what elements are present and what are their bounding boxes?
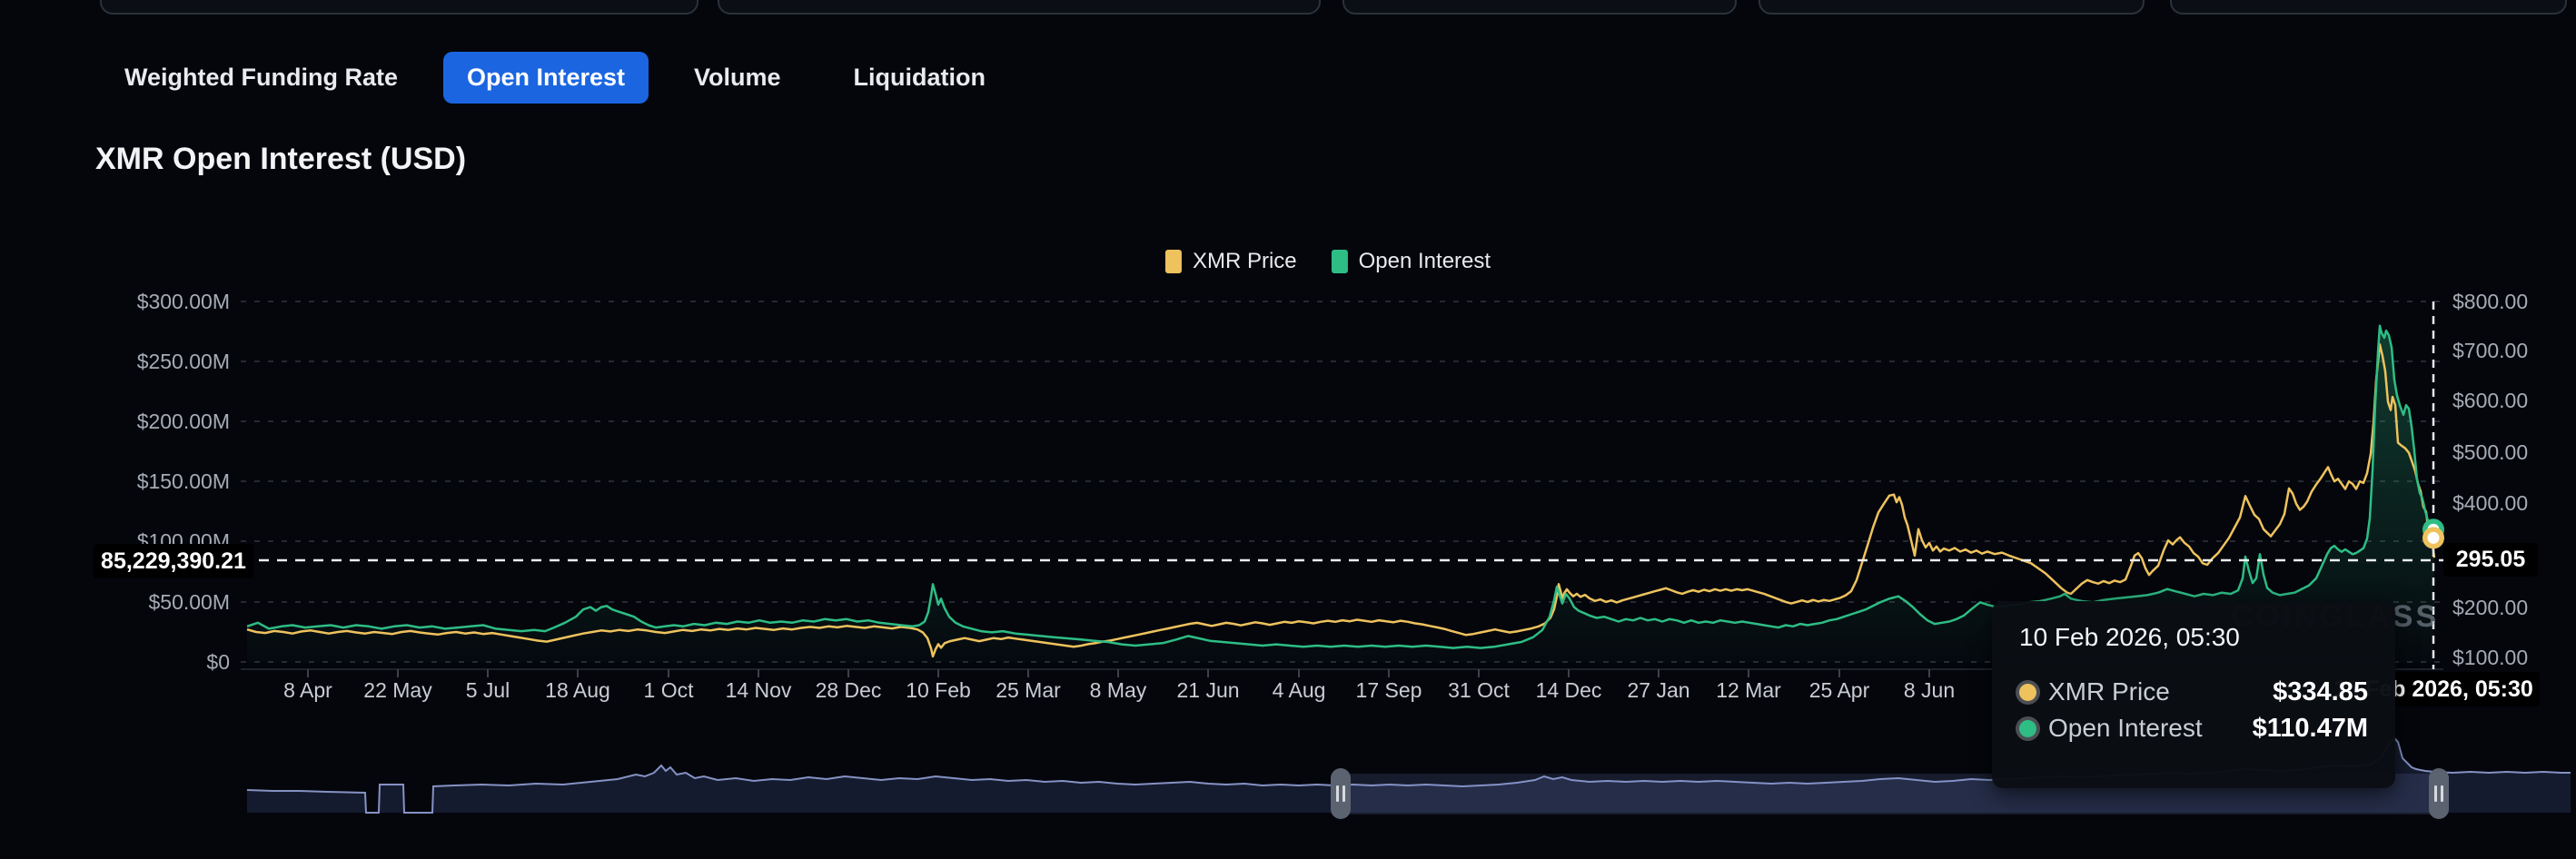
x-axis-tick-label: 25 Apr <box>1808 678 1870 702</box>
legend-label: XMR Price <box>1192 249 1297 273</box>
chart-tabs: Weighted Funding Rate Open Interest Volu… <box>124 50 986 104</box>
chart-tooltip: 10 Feb 2026, 05:30 XMR Price $334.85 Ope… <box>1992 601 2395 788</box>
x-axis-tick-label: 5 Jul <box>465 678 510 702</box>
xmr-price-dot-icon <box>2019 683 2036 701</box>
price-level-marker: 295.05 <box>2443 543 2538 577</box>
y-right-tick-label: $400.00 <box>2452 491 2529 515</box>
chart-legend: XMR Price Open Interest <box>1164 249 1491 274</box>
open-interest-dot-icon <box>2019 719 2036 737</box>
navigator-left-handle[interactable] <box>1331 768 1351 819</box>
legend-label: Open Interest <box>1358 249 1491 273</box>
y-left-tick-label: $50.00M <box>148 590 230 614</box>
x-axis-tick-label: 27 Jan <box>1627 678 1690 702</box>
x-axis-tick-label: 18 Aug <box>545 678 610 702</box>
y-left-tick-label: $200.00M <box>136 410 230 433</box>
x-axis-tick-label: 8 May <box>1089 678 1147 702</box>
y-left-tick-label: $150.00M <box>136 469 230 493</box>
navigator-area <box>247 738 2571 813</box>
navigator-right-handle[interactable] <box>2429 768 2449 819</box>
x-axis-tick-label: 1 Oct <box>643 678 694 702</box>
last-point-dot-core <box>2427 531 2440 544</box>
tooltip-value: $334.85 <box>2273 676 2368 706</box>
x-axis-tick-label: 8 Jun <box>1903 678 1956 702</box>
y-left-tick-label: $0 <box>206 650 230 674</box>
tooltip-date: 10 Feb 2026, 05:30 <box>2019 623 2240 651</box>
y-left-tick-label: $250.00M <box>136 350 230 373</box>
x-axis-tick-label: 31 Oct <box>1448 678 1510 702</box>
open-interest-swatch-icon <box>1331 250 1348 273</box>
open-interest-line <box>246 324 2435 649</box>
x-axis-tick-label: 21 Jun <box>1176 678 1240 702</box>
tab-liquidation[interactable]: Liquidation <box>853 63 986 91</box>
y-right-tick-label: $100.00 <box>2452 646 2529 669</box>
x-axis-tick-label: 22 May <box>363 678 432 702</box>
x-axis-tick-label: 14 Nov <box>725 678 792 702</box>
open-interest-level-marker: 85,229,390.21 <box>94 544 253 578</box>
tooltip-label: Open Interest <box>2048 714 2203 742</box>
page-title: XMR Open Interest (USD) <box>95 142 467 176</box>
y-right-tick-label: $700.00 <box>2452 339 2529 362</box>
x-axis-tick-label: 12 Mar <box>1716 678 1781 702</box>
y-right-tick-label: $500.00 <box>2452 440 2529 464</box>
tooltip-value: $110.47M <box>2252 713 2368 743</box>
x-axis-tick-label: 14 Dec <box>1535 678 1602 702</box>
xmr-price-swatch-icon <box>1164 250 1182 273</box>
legend-item-open-interest[interactable]: Open Interest <box>1331 249 1491 274</box>
tab-volume[interactable]: Volume <box>694 63 781 91</box>
tooltip-row-open-interest: Open Interest $110.47M <box>2019 710 2368 746</box>
tab-weighted-funding-rate[interactable]: Weighted Funding Rate <box>124 63 398 91</box>
y-right-tick-label: $200.00 <box>2452 596 2529 619</box>
x-axis-tick-label: 25 Mar <box>996 678 1061 702</box>
y-right-tick-label: $600.00 <box>2452 389 2529 412</box>
x-axis-tick-label: 28 Dec <box>815 678 882 702</box>
legend-item-xmr-price[interactable]: XMR Price <box>1164 249 1297 274</box>
tooltip-label: XMR Price <box>2048 677 2170 706</box>
tooltip-row-price: XMR Price $334.85 <box>2019 674 2368 710</box>
x-axis-tick-label: 17 Sep <box>1355 678 1422 702</box>
y-right-tick-label: $800.00 <box>2452 290 2529 313</box>
x-axis-tick-label: 10 Feb <box>906 678 971 702</box>
x-axis-tick-label: 4 Aug <box>1272 678 1326 702</box>
x-axis-tick-label: 8 Apr <box>283 678 332 702</box>
tab-open-interest[interactable]: Open Interest <box>442 51 649 104</box>
y-left-tick-label: $300.00M <box>136 290 230 313</box>
